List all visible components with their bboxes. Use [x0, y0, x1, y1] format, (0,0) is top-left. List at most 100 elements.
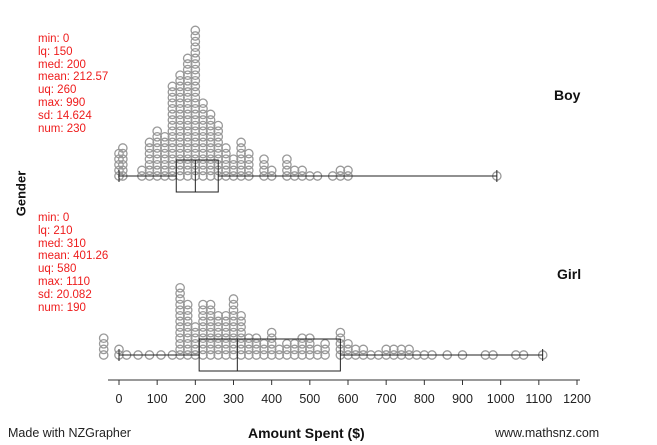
data-point-girl	[381, 344, 392, 355]
data-point-boy	[228, 159, 239, 170]
data-point-boy	[190, 103, 201, 114]
data-point-boy	[198, 159, 208, 170]
data-point-boy	[228, 165, 239, 176]
data-point-boy	[190, 126, 201, 137]
data-point-boy	[175, 143, 185, 153]
data-point-boy	[175, 154, 185, 165]
data-point-boy	[152, 159, 163, 170]
data-point-boy	[167, 154, 178, 165]
box-iqr-girl	[198, 338, 341, 372]
data-point-boy	[190, 59, 201, 69]
x-tick-label: 300	[223, 392, 244, 406]
data-point-boy	[159, 165, 170, 176]
data-point-boy	[205, 109, 216, 120]
data-point-boy	[213, 137, 224, 148]
data-point-boy	[182, 98, 193, 109]
data-point-girl	[228, 327, 239, 338]
data-point-girl	[182, 316, 193, 327]
data-point-girl	[205, 310, 216, 321]
data-point-girl	[243, 344, 254, 355]
data-point-boy	[190, 47, 201, 58]
data-point-girl	[228, 316, 239, 327]
data-point-girl	[213, 333, 224, 344]
data-point-girl	[404, 344, 414, 355]
data-point-boy	[152, 143, 163, 153]
x-tick-label: 200	[185, 392, 206, 406]
data-point-girl	[213, 310, 224, 321]
data-point-girl	[312, 344, 323, 355]
data-point-girl	[175, 338, 185, 349]
data-point-girl	[243, 338, 254, 349]
stat-num: num: 190	[38, 301, 86, 314]
data-point-girl	[221, 350, 231, 360]
data-point-girl	[213, 322, 224, 332]
data-point-boy	[182, 64, 193, 75]
data-point-girl	[304, 344, 315, 355]
data-point-boy	[182, 131, 193, 142]
data-point-girl	[182, 299, 193, 310]
data-point-girl	[228, 305, 239, 316]
box-iqr-boy	[175, 159, 219, 193]
data-point-boy	[167, 115, 178, 125]
data-point-boy	[182, 148, 193, 159]
data-point-boy	[205, 148, 216, 159]
data-point-girl	[228, 299, 239, 310]
data-point-boy	[198, 171, 208, 181]
data-point-girl	[274, 344, 285, 355]
stats-panel-girl: min: 0 lq: 210 med: 310 mean: 401.26 uq:…	[38, 212, 108, 314]
data-point-boy	[205, 143, 216, 153]
data-point-girl	[388, 344, 399, 355]
stat-min: min: 0	[38, 212, 70, 224]
data-point-girl	[175, 299, 185, 310]
data-point-boy	[167, 120, 178, 131]
data-point-boy	[221, 154, 231, 165]
data-point-boy	[159, 148, 170, 159]
data-point-boy	[144, 148, 155, 159]
data-point-girl	[205, 338, 216, 349]
data-point-girl	[182, 338, 193, 349]
data-point-girl	[304, 333, 315, 344]
data-point-girl	[274, 350, 285, 360]
data-point-boy	[198, 154, 208, 165]
data-point-boy	[259, 159, 269, 170]
data-point-boy	[205, 159, 216, 170]
data-point-girl	[205, 322, 216, 332]
data-point-boy	[198, 148, 208, 159]
data-point-boy	[243, 154, 254, 165]
data-point-boy	[190, 81, 201, 92]
x-tick-label: 0	[116, 392, 123, 406]
data-point-girl	[198, 333, 208, 344]
data-point-boy	[182, 120, 193, 131]
data-point-boy	[190, 137, 201, 148]
data-point-girl	[182, 344, 193, 355]
data-point-girl	[221, 322, 231, 332]
data-point-girl	[205, 344, 216, 355]
data-point-boy	[167, 109, 178, 120]
data-point-girl	[198, 305, 208, 316]
stat-min: min: 0	[38, 33, 70, 45]
data-point-girl	[190, 327, 201, 338]
data-point-boy	[137, 165, 147, 176]
data-point-boy	[198, 109, 208, 120]
data-point-boy	[175, 131, 185, 142]
data-point-boy	[182, 115, 193, 125]
data-point-boy	[167, 81, 178, 92]
data-point-girl	[175, 305, 185, 316]
data-point-girl	[221, 338, 231, 349]
data-point-girl	[289, 338, 300, 349]
data-point-boy	[243, 165, 254, 176]
x-axis-label: Amount Spent ($)	[248, 425, 365, 441]
data-point-boy	[282, 159, 292, 170]
data-point-boy	[167, 143, 178, 153]
data-point-boy	[221, 143, 231, 153]
data-point-girl	[259, 338, 269, 349]
data-point-girl	[236, 333, 246, 344]
data-point-boy	[335, 165, 346, 176]
stats-panel-boy: min: 0 lq: 150 med: 200 mean: 212.57 uq:…	[38, 33, 108, 135]
data-point-boy	[198, 137, 208, 148]
data-point-girl	[266, 344, 277, 355]
data-point-girl	[282, 344, 292, 355]
data-point-boy	[190, 87, 201, 97]
data-point-girl	[320, 350, 330, 360]
data-point-boy	[167, 126, 178, 137]
